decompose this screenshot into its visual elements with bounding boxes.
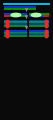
Ellipse shape xyxy=(11,13,21,17)
Ellipse shape xyxy=(31,13,41,17)
